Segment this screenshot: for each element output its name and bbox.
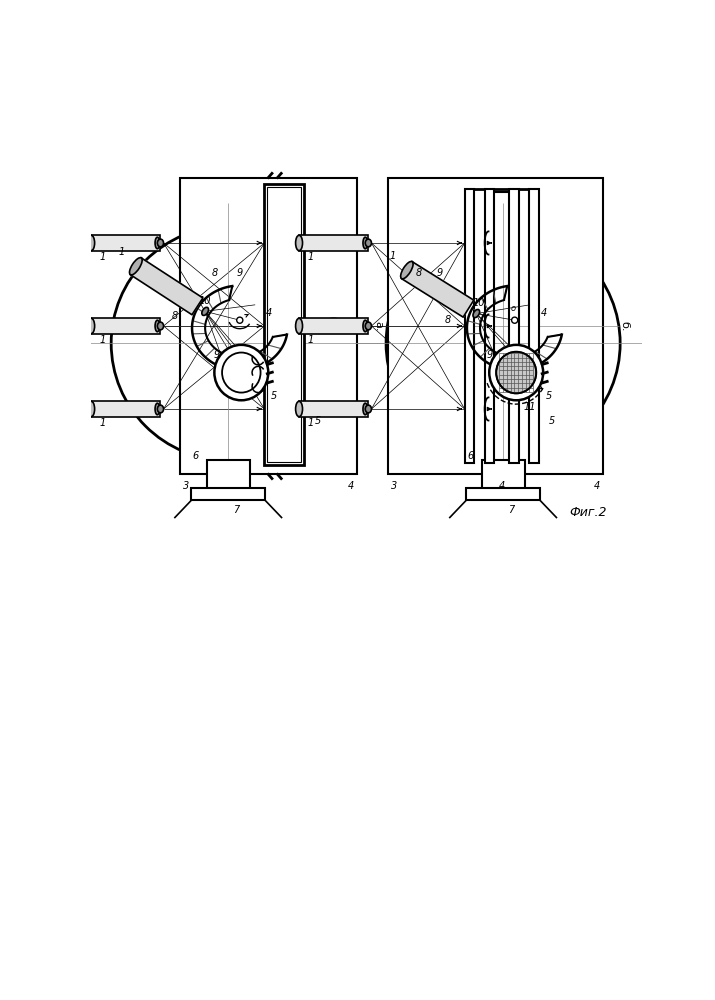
Text: 4: 4 <box>347 481 354 491</box>
Ellipse shape <box>489 345 543 400</box>
Text: 6: 6 <box>193 451 199 461</box>
Text: Фиг.2: Фиг.2 <box>569 506 606 519</box>
Polygon shape <box>130 258 203 315</box>
Text: 3: 3 <box>183 481 189 491</box>
Ellipse shape <box>88 401 94 417</box>
Text: o: o <box>511 304 516 313</box>
Bar <box>299 318 368 334</box>
Ellipse shape <box>111 226 345 460</box>
Text: 10: 10 <box>199 296 212 306</box>
Ellipse shape <box>155 320 159 332</box>
Text: 1: 1 <box>99 418 106 428</box>
Ellipse shape <box>295 318 302 334</box>
Text: 4: 4 <box>594 481 600 491</box>
Ellipse shape <box>363 237 368 249</box>
Text: 1: 1 <box>307 335 314 345</box>
Text: 5: 5 <box>315 416 322 426</box>
Ellipse shape <box>214 345 268 400</box>
Text: 9: 9 <box>214 350 220 360</box>
Ellipse shape <box>202 307 209 315</box>
Bar <box>92 235 160 251</box>
Text: 11: 11 <box>524 402 536 412</box>
Ellipse shape <box>295 235 302 251</box>
Circle shape <box>237 317 243 323</box>
Ellipse shape <box>157 405 164 413</box>
Text: 8: 8 <box>415 268 422 278</box>
Bar <box>529 189 538 463</box>
Text: 8: 8 <box>171 311 177 321</box>
Text: 3: 3 <box>390 481 397 491</box>
Ellipse shape <box>157 239 164 247</box>
Text: 7: 7 <box>508 505 514 515</box>
Ellipse shape <box>157 322 164 330</box>
Ellipse shape <box>365 239 372 247</box>
Text: 10: 10 <box>472 298 485 308</box>
Text: 1: 1 <box>99 335 106 345</box>
Circle shape <box>511 317 518 323</box>
Ellipse shape <box>363 320 368 332</box>
Text: 1: 1 <box>307 418 314 428</box>
Bar <box>482 460 525 490</box>
Bar <box>465 189 474 463</box>
Ellipse shape <box>155 237 159 249</box>
Text: 1: 1 <box>99 252 106 262</box>
Ellipse shape <box>88 235 94 251</box>
Text: 9: 9 <box>437 268 443 278</box>
Bar <box>466 488 540 500</box>
Ellipse shape <box>386 226 620 460</box>
Bar <box>388 178 603 474</box>
Ellipse shape <box>155 403 159 415</box>
Bar <box>267 187 302 462</box>
Ellipse shape <box>363 403 368 415</box>
Text: 6: 6 <box>468 451 474 461</box>
Text: 5: 5 <box>549 416 556 426</box>
Text: 4: 4 <box>498 481 505 491</box>
Polygon shape <box>402 262 474 317</box>
Text: 4: 4 <box>266 308 272 318</box>
Ellipse shape <box>365 405 372 413</box>
Ellipse shape <box>129 258 142 275</box>
Bar <box>92 318 160 334</box>
Ellipse shape <box>88 318 94 334</box>
Ellipse shape <box>365 322 372 330</box>
Bar <box>207 460 250 490</box>
Bar <box>191 488 265 500</box>
Bar <box>299 401 368 417</box>
Text: 1: 1 <box>119 247 125 257</box>
Ellipse shape <box>496 352 536 393</box>
Text: 8: 8 <box>445 315 450 325</box>
Bar <box>92 401 160 417</box>
Ellipse shape <box>400 261 413 279</box>
Text: 5: 5 <box>270 391 277 401</box>
Text: б.: б. <box>620 321 630 331</box>
Ellipse shape <box>295 401 302 417</box>
Bar <box>509 189 518 463</box>
Text: 8: 8 <box>211 268 217 278</box>
Bar <box>485 189 494 463</box>
Text: 9: 9 <box>237 268 243 278</box>
Text: 1: 1 <box>307 252 314 262</box>
Text: 9: 9 <box>486 350 493 360</box>
Bar <box>299 235 368 251</box>
Text: 1: 1 <box>390 251 396 261</box>
Text: 5: 5 <box>546 391 552 401</box>
Text: 7: 7 <box>233 505 239 515</box>
Bar <box>265 184 305 465</box>
Ellipse shape <box>222 353 260 393</box>
Text: а.: а. <box>373 321 383 331</box>
Ellipse shape <box>473 309 480 318</box>
Text: 4: 4 <box>541 308 547 318</box>
Bar <box>179 178 357 474</box>
